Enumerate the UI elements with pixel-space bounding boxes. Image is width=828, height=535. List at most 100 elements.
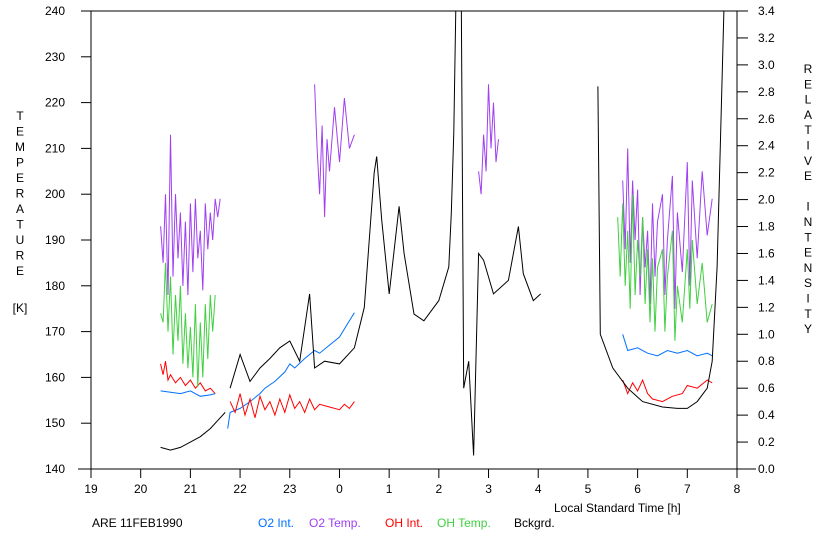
series-o2-temp-line [478,84,499,195]
y-left-tick-label: 200 [45,187,65,201]
y-left-label-letter: T [16,218,24,232]
x-tick-label: 3 [485,482,492,496]
y-right-tick-label: 1.0 [758,327,775,341]
y-left-label-letter: R [16,187,25,201]
y-right-tick-label: 1.8 [758,220,775,234]
series-oh-temp-line [617,194,713,341]
x-tick-label: 22 [233,482,247,496]
x-tick-label: 2 [436,482,443,496]
y-left-label-letter: T [16,109,24,123]
y-right-tick-label: 2.2 [758,166,775,180]
legend: O2 Int. O2 Temp. OH Int. OH Temp. Bckgrd. [258,516,555,530]
legend-entry: OH Temp. [437,516,491,530]
x-tick-label: 1 [386,482,393,496]
legend-entry: O2 Int. [258,516,294,530]
y-left-tick-label: 140 [45,462,65,476]
series-o2-int-line [160,390,216,397]
x-tick-label: 7 [684,482,691,496]
y-left-label-unit: [K] [13,301,28,315]
y-left-tick-label: 190 [45,233,65,247]
y-right-tick-label: 3.0 [758,58,775,72]
x-tick-label: 23 [283,482,297,496]
y-left-tick-label: 180 [45,279,65,293]
series-o2-int-line [622,334,713,357]
y-left-label-letter: A [16,202,24,216]
y-left-label-letter: P [16,156,24,170]
y-left-tick-label: 230 [45,50,65,64]
series-layer [160,11,725,456]
y-right-label-letter: T [804,307,812,321]
y-right-label-letter: A [804,108,812,122]
y-right-label-letter: T [804,123,812,137]
y-right-label-letter: L [805,93,812,107]
series-oh-int-line [229,393,355,418]
series-group [160,11,725,456]
chart-title: ARE 11FEB1990 [92,516,183,530]
series-o2-temp-line [622,148,713,309]
y-left-label-letter: E [16,171,24,185]
series-oh-int-line [160,361,216,394]
y-right-tick-label: 1.4 [758,273,775,287]
y-left-tick-label: 160 [45,370,65,384]
y-right-tick-label: 0.4 [758,408,775,422]
x-tick-label: 8 [734,482,741,496]
y-right-tick-label: 2.8 [758,85,775,99]
x-tick-label: 20 [134,482,148,496]
series-oh-temp-line [160,262,216,387]
series-oh-int-line [622,378,713,403]
y-right-label-letter: V [804,154,812,168]
y-right-tick-label: 0.8 [758,354,775,368]
y-left-label-letter: E [16,264,24,278]
y-left-tick-label: 240 [45,4,65,18]
x-tick-label: 19 [84,482,98,496]
x-tick-label: 6 [634,482,641,496]
y-right-label-letter: I [806,139,809,153]
y-left-label-letter: E [16,125,24,139]
y-right-tick-label: 0.2 [758,435,775,449]
series-o2-temp-line [160,134,221,296]
x-axis-label: Local Standard Time [h] [554,501,681,515]
y-right-tick-label: 3.2 [758,31,775,45]
y-left-tick-label: 150 [45,416,65,430]
series-bckgrd-line [597,11,725,409]
y-right-label-letter: S [804,276,812,290]
y-right-tick-label: 2.6 [758,112,775,126]
y-right-label-letter: E [804,77,812,91]
y-right-tick-label: 1.6 [758,246,775,260]
y-left-tick-label: 220 [45,96,65,110]
x-tick-label: 0 [336,482,343,496]
series-o2-int-line [227,312,355,429]
y-right-label-letter: N [804,261,813,275]
legend-entry: O2 Temp. [309,516,361,530]
x-tick-label: 4 [535,482,542,496]
y-right-tick-label: 1.2 [758,300,775,314]
y-right-label-letter: I [806,200,809,214]
y-right-label-letter: T [804,230,812,244]
y-right-tick-label: 2.4 [758,139,775,153]
y-left-label-letter: R [16,249,25,263]
y-right-label-letter: E [804,169,812,183]
legend-entry: Bckgrd. [514,516,555,530]
y-left-label-letter: U [16,233,25,247]
y-right-label-letter: N [804,215,813,229]
y-left-tick-label: 210 [45,141,65,155]
series-bckgrd-line [160,412,226,451]
series-o2-temp-line [314,84,355,218]
series-bckgrd-line [229,11,542,456]
y-right-tick-label: 3.4 [758,4,775,18]
legend-entry: OH Int. [385,516,423,530]
y-right-tick-label: 2.0 [758,193,775,207]
x-tick-label: 21 [184,482,198,496]
y-left-label-letter: M [15,140,25,154]
y-right-label-letter: E [804,246,812,260]
y-right-label-letter: Y [804,322,812,336]
x-tick-label: 5 [585,482,592,496]
axes-layer: 19 20 21 22 23 0 1 2 3 4 5 6 7 8140150160170180190200… [45,4,775,496]
y-right-tick-label: 0.6 [758,381,775,395]
y-right-tick-label: 0.0 [758,462,775,476]
y-left-tick-label: 170 [45,325,65,339]
y-right-label-letter: R [804,62,813,76]
